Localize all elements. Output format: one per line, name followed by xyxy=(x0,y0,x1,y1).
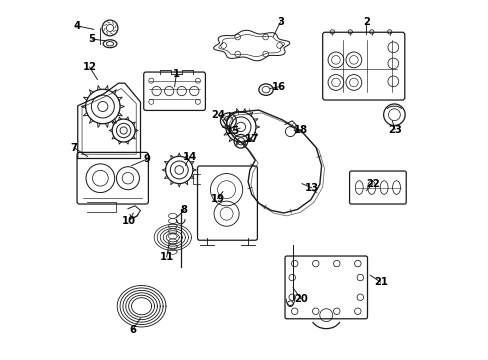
Text: 18: 18 xyxy=(293,125,307,135)
Text: 24: 24 xyxy=(211,110,225,120)
Text: 11: 11 xyxy=(159,252,173,262)
Text: 9: 9 xyxy=(143,154,150,164)
Text: 20: 20 xyxy=(294,294,307,304)
Text: 10: 10 xyxy=(122,216,136,226)
Text: 21: 21 xyxy=(373,277,387,287)
Text: 6: 6 xyxy=(129,325,136,335)
Text: 17: 17 xyxy=(244,135,258,144)
Text: 15: 15 xyxy=(225,126,240,135)
Text: 16: 16 xyxy=(271,82,285,92)
Text: 5: 5 xyxy=(88,34,95,44)
Text: 1: 1 xyxy=(172,69,180,79)
Text: 14: 14 xyxy=(183,152,197,162)
Text: 12: 12 xyxy=(82,62,97,72)
Text: 19: 19 xyxy=(210,194,224,204)
Text: 2: 2 xyxy=(362,17,369,27)
Text: 8: 8 xyxy=(181,206,187,216)
Text: 22: 22 xyxy=(365,179,379,189)
Text: 7: 7 xyxy=(71,143,78,153)
Text: 3: 3 xyxy=(276,17,283,27)
Text: 13: 13 xyxy=(305,183,318,193)
Text: 23: 23 xyxy=(387,125,401,135)
Text: 4: 4 xyxy=(73,21,80,31)
